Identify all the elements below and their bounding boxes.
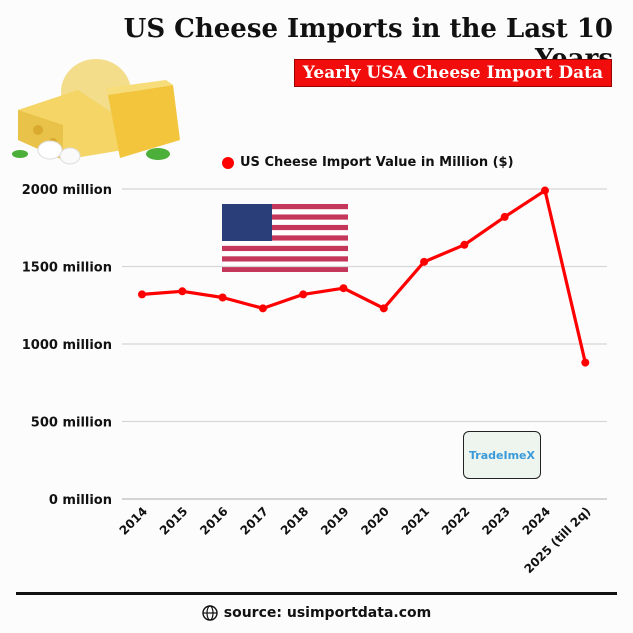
x-tick-label: 2021 [399, 504, 433, 538]
y-tick-label: 500 million [31, 416, 112, 431]
x-tick-label: 2022 [439, 504, 473, 538]
line-chart: 0 million 500 million 1000 million 1500 mil… [22, 183, 607, 576]
legend-marker [222, 156, 234, 169]
source-text: source: usimportdata.com [223, 605, 432, 621]
x-tick-label: 2015 [157, 504, 191, 538]
x-tick-label: 2018 [278, 504, 312, 538]
data-point [420, 257, 429, 266]
subtitle-banner: Yearly USA Cheese Import Data [293, 59, 612, 87]
data-point [460, 240, 469, 249]
x-tick-label: 2020 [358, 504, 392, 538]
footer-divider [16, 592, 617, 595]
x-tick-label: 2016 [197, 504, 231, 538]
logo-text: TradeImeX [469, 448, 535, 462]
data-point [339, 284, 348, 293]
x-tick-label: 2019 [318, 504, 352, 538]
y-tick-label: 1500 million [22, 261, 112, 276]
globe-icon [202, 605, 218, 621]
tradeimex-logo: TradeImeX [463, 431, 541, 479]
data-point [541, 186, 549, 195]
x-tick-label: 2023 [479, 504, 513, 538]
x-tick-label: 2024 [520, 504, 554, 538]
source-line: source: usimportdata.com [0, 605, 633, 621]
x-tick-label: 2014 [117, 504, 151, 538]
data-point [299, 290, 308, 299]
data-point [379, 304, 388, 313]
data-point [500, 212, 509, 221]
legend-label: US Cheese Import Value in Million ($) [240, 155, 514, 170]
y-tick-label: 1000 million [22, 338, 112, 353]
cheese-image [12, 59, 180, 165]
data-point [138, 290, 146, 299]
chart-legend: US Cheese Import Value in Million ($) [222, 155, 514, 170]
y-tick-label: 0 million [49, 493, 112, 508]
y-tick-label: 2000 million [22, 183, 112, 198]
data-point [581, 358, 590, 367]
series-line [141, 188, 587, 363]
data-point [218, 293, 227, 302]
us-flag-image [222, 204, 348, 272]
data-point [258, 304, 267, 313]
x-tick-label: 2017 [238, 504, 272, 538]
data-point [178, 287, 187, 296]
